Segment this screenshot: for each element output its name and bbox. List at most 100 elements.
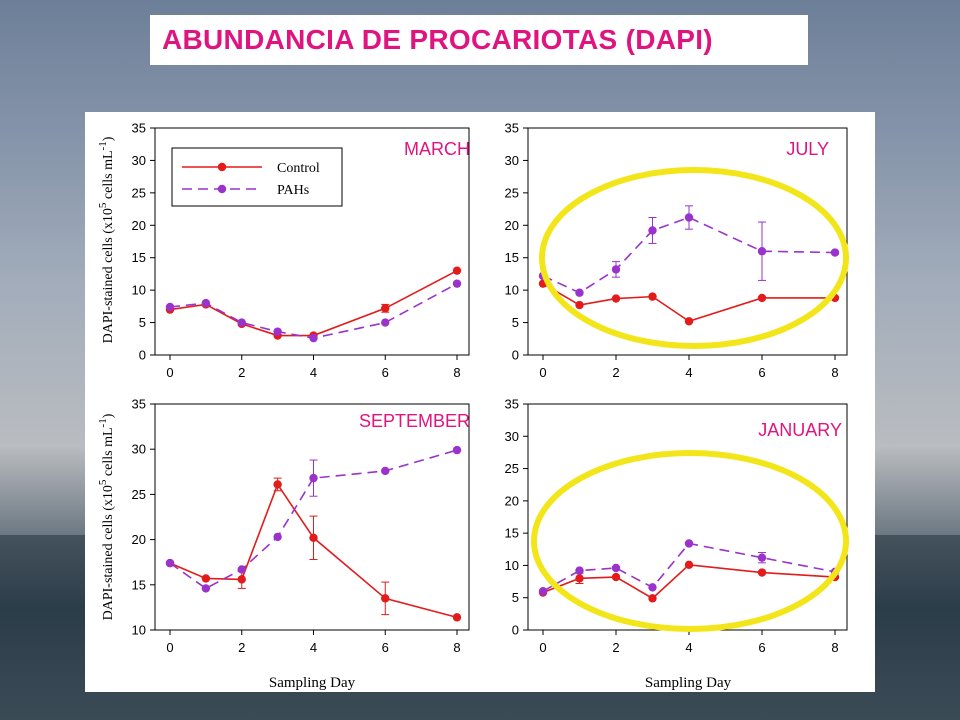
panel-2-ytick-label: 25 <box>505 185 519 200</box>
panel-1-xtick-label: 6 <box>382 365 389 380</box>
x-axis-label-right: Sampling Day <box>645 675 732 691</box>
panel-2-xtick-label: 4 <box>685 365 692 380</box>
panel-1-pahs-point <box>452 279 462 288</box>
panel-2-pahs-point <box>575 288 584 297</box>
panel-2-control-point <box>575 300 584 310</box>
panel-1-ytick-label: 5 <box>139 315 146 330</box>
panel-4-control-point <box>684 560 694 569</box>
panel-2-control-point <box>648 292 657 301</box>
title-box: ABUNDANCIA DE PROCARIOTAS (DAPI) <box>150 15 808 65</box>
panel-1-xtick-label: 8 <box>453 365 460 380</box>
legend-control-marker <box>217 162 227 172</box>
panel-4-pahs-point <box>757 553 767 562</box>
panel-4-ytick-label: 15 <box>505 526 519 541</box>
chart-panel-area <box>85 112 875 692</box>
panel-4-pahs-point <box>538 587 548 596</box>
panel-4-month-label: JANUARY <box>758 420 842 440</box>
panel-3-ytick-label: 25 <box>132 487 146 502</box>
y-axis-label-top-part: -1 <box>97 141 109 150</box>
panel-2-ytick-label: 0 <box>512 348 519 363</box>
panel-2-ytick-label: 35 <box>505 121 519 136</box>
panel-3-control-point <box>381 594 390 603</box>
panel-4-ytick-label: 5 <box>512 590 519 605</box>
panel-4-pahs-point <box>648 583 657 592</box>
panel-4-ytick-label: 10 <box>505 558 519 573</box>
panel-2-xtick-label: 0 <box>539 365 546 380</box>
panel-2-xtick-label: 2 <box>612 365 619 380</box>
y-axis-label-top-part: cells mL <box>101 150 116 202</box>
panel-1-pahs-point <box>201 298 211 308</box>
panel-4-control-point <box>575 574 584 583</box>
panel-1-series-pahs-line <box>169 282 458 339</box>
y-axis-label-top-part: 5 <box>97 202 109 208</box>
panel-3-control-point <box>237 575 246 584</box>
panel-4-xtick-label: 2 <box>612 640 619 655</box>
y-axis-label-bottom-part: DAPI-stained cells (x10 <box>101 485 116 620</box>
panel-2-xtick-label: 8 <box>831 365 838 380</box>
panel-3-frame <box>154 403 470 631</box>
panel-2-xtick-label: 6 <box>758 365 765 380</box>
panel-2-frame <box>527 127 848 356</box>
panel-4-xtick-label: 0 <box>539 640 546 655</box>
panel-1-pahs-point <box>237 318 246 327</box>
panel-3-xtick-label: 0 <box>166 640 173 655</box>
legend-pahs-marker <box>217 184 227 194</box>
panel-4-xtick-label: 8 <box>831 640 838 655</box>
panel-3-ytick-label: 20 <box>132 532 146 547</box>
panel-1-control-point <box>452 266 462 275</box>
panel-2-ytick-label: 5 <box>512 315 519 330</box>
panel-4-xtick-label: 4 <box>685 640 692 655</box>
panel-4-highlight-ellipse <box>531 450 849 632</box>
panel-3-control-point <box>201 574 211 583</box>
y-axis-label-top: DAPI-stained cells (x105 cells mL-1) <box>97 136 116 343</box>
legend-control-label: Control <box>277 161 320 176</box>
panel-1-ytick-label: 20 <box>132 218 146 233</box>
panel-4-pahs-point <box>575 566 584 575</box>
panel-2-pahs-point <box>648 226 657 235</box>
panel-3-xtick-label: 8 <box>453 640 460 655</box>
y-axis-label-bottom-part: -1 <box>97 418 109 427</box>
panel-3-month-label: SEPTEMBER <box>359 411 470 431</box>
panel-1-ytick-label: 0 <box>139 348 146 363</box>
panel-2-pahs-point <box>757 247 767 256</box>
panel-3-pahs-point <box>381 466 390 476</box>
panel-1-pahs-point <box>381 318 390 327</box>
panel-3-control-point <box>273 480 282 489</box>
legend-box <box>171 147 343 207</box>
panel-2-pahs-point <box>830 248 840 257</box>
panel-2-ytick-label: 30 <box>505 153 519 168</box>
panel-2-pahs-point <box>611 265 621 274</box>
panel-1-pahs-point <box>273 327 282 336</box>
panel-3-pahs-point <box>237 565 246 574</box>
panel-2-ytick-label: 10 <box>505 283 519 298</box>
panel-1-ytick-label: 15 <box>132 250 146 265</box>
page-title: ABUNDANCIA DE PROCARIOTAS (DAPI) <box>162 24 713 55</box>
panel-2-month-label: JULY <box>786 139 829 159</box>
panel-2-series-control-line <box>542 282 835 323</box>
panel-2-control-point <box>684 317 694 326</box>
panel-1-pahs-point <box>309 333 318 343</box>
panel-4-ytick-label: 25 <box>505 461 519 476</box>
panel-4-ytick-label: 30 <box>505 429 519 444</box>
panel-4-control-point <box>648 594 657 603</box>
y-axis-label-top-part: ) <box>101 136 116 141</box>
panel-1-xtick-label: 0 <box>166 365 173 380</box>
panel-3-xtick-label: 4 <box>310 640 317 655</box>
y-axis-label-bottom-part: ) <box>101 413 116 418</box>
panel-1-frame <box>154 127 470 356</box>
panel-3-ytick-label: 10 <box>132 623 146 638</box>
panel-1-ytick-label: 25 <box>132 185 146 200</box>
panel-4-ytick-label: 35 <box>505 397 519 412</box>
panel-1-ytick-label: 10 <box>132 283 146 298</box>
panel-4-xtick-label: 6 <box>758 640 765 655</box>
panel-1-ytick-label: 30 <box>132 153 146 168</box>
panel-1-xtick-label: 2 <box>238 365 245 380</box>
panel-3-control-point <box>452 613 462 622</box>
panel-3-pahs-point <box>201 584 211 593</box>
y-axis-label-bottom: DAPI-stained cells (x105 cells mL-1) <box>97 413 116 620</box>
panel-2-control-point <box>611 294 621 303</box>
panel-3-xtick-label: 6 <box>382 640 389 655</box>
panel-2-highlight-ellipse <box>539 167 849 349</box>
panel-3-ytick-label: 30 <box>132 442 146 457</box>
panel-4-ytick-label: 0 <box>512 623 519 638</box>
